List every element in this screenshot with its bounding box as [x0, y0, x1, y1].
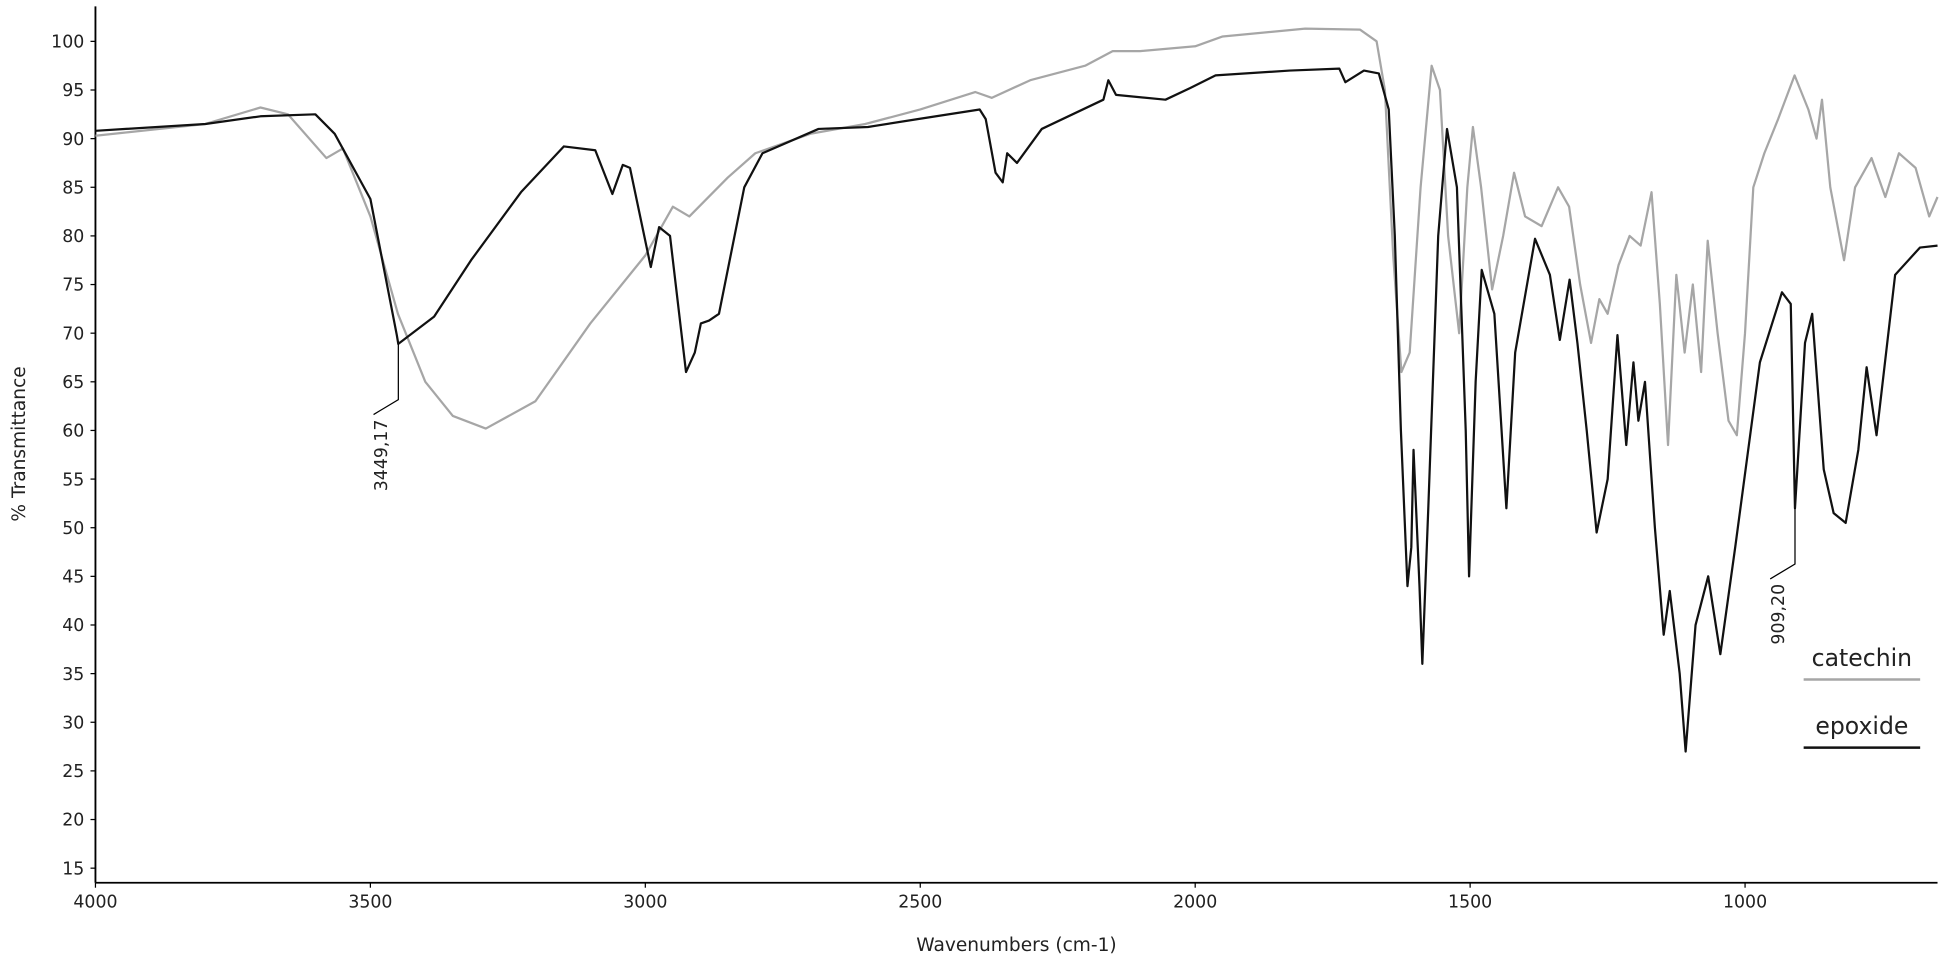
y-tick-label: 90 [62, 130, 84, 150]
legend-label: catechin [1812, 644, 1912, 672]
y-tick-label: 95 [62, 81, 84, 101]
x-axis-label: Wavenumbers (cm-1) [916, 935, 1116, 956]
y-tick-label: 20 [62, 811, 84, 831]
annotation-leader [1769, 508, 1796, 580]
y-tick-label: 80 [62, 227, 84, 247]
y-tick-label: 30 [62, 713, 84, 733]
y-tick-label: 25 [62, 762, 84, 782]
y-tick-label: 45 [62, 568, 84, 588]
y-tick-label: 60 [62, 422, 84, 442]
y-tick-label: 35 [62, 665, 84, 685]
x-tick-label: 4000 [73, 893, 117, 913]
spectrum-line [95, 67, 1938, 753]
annotation: 909,20 [1769, 584, 1789, 645]
spectrum-line [95, 27, 1939, 447]
y-tick-label: 85 [62, 178, 84, 198]
x-tick-label: 2500 [898, 893, 942, 913]
x-tick-label: 1500 [1448, 893, 1492, 913]
x-tick-label: 1000 [1723, 893, 1767, 913]
y-tick-label: 15 [62, 859, 84, 879]
y-tick-label: 70 [62, 324, 84, 344]
x-tick-label: 2000 [1173, 893, 1217, 913]
y-tick-label: 100 [51, 33, 84, 53]
y-tick-label: 65 [62, 373, 84, 393]
annotation: 3449,17 [372, 419, 392, 491]
annotation-leader [373, 343, 399, 416]
y-axis-label: % Transmittance [9, 366, 30, 521]
x-tick-label: 3000 [623, 893, 667, 913]
y-tick-label: 55 [62, 470, 84, 490]
y-tick-label: 50 [62, 519, 84, 539]
legend-label: epoxide [1815, 712, 1908, 740]
x-tick-label: 3500 [348, 893, 392, 913]
y-tick-label: 75 [62, 276, 84, 296]
y-tick-label: 40 [62, 616, 84, 636]
